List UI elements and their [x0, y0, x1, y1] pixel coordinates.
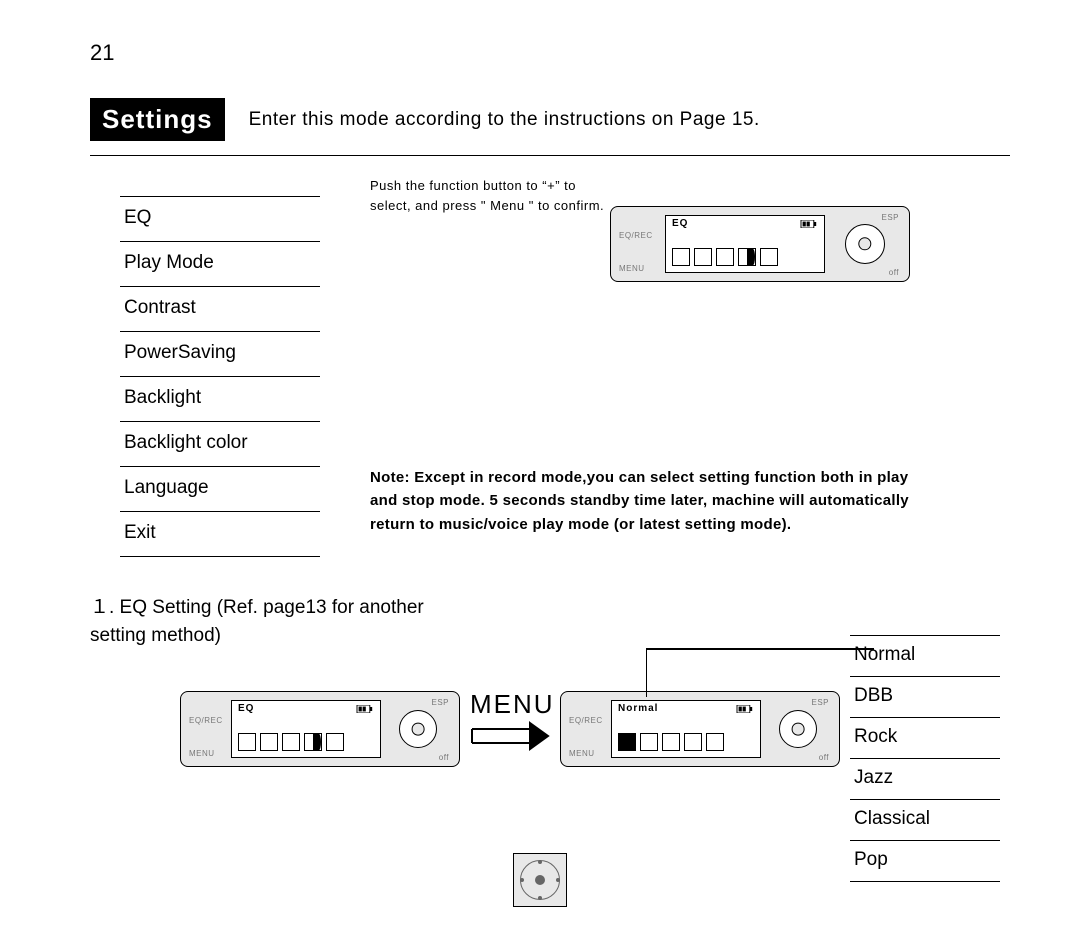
screen-title: EQ: [672, 218, 688, 229]
dial-icon: [779, 710, 817, 748]
eq-square-icon: [716, 248, 734, 266]
eq-square-icon: [304, 733, 322, 751]
settings-item: Backlight color: [120, 421, 320, 466]
settings-item: Play Mode: [120, 241, 320, 286]
menu-label: MENU: [470, 689, 555, 720]
eq-square-icon: [684, 733, 702, 751]
settings-item: EQ: [120, 196, 320, 241]
device-label-menu: MENU: [569, 749, 595, 758]
settings-menu-list: EQPlay ModeContrastPowerSavingBacklightB…: [120, 196, 320, 557]
battery-icon: [800, 220, 818, 228]
device-screen: Normal: [611, 700, 761, 758]
settings-item: Language: [120, 466, 320, 511]
eq-square-icon: [260, 733, 278, 751]
eq-square-icon: [672, 248, 690, 266]
eq-option-item: Rock: [850, 717, 1000, 758]
device-screen: EQ: [665, 215, 825, 273]
eq-square-icon: [760, 248, 778, 266]
device-illustration-top: EQ/REC MENU ESP off EQ: [610, 206, 910, 282]
dial-icon: [399, 710, 437, 748]
eq-square-icon: [618, 733, 636, 751]
screen-squares: [238, 733, 344, 751]
settings-item: Backlight: [120, 376, 320, 421]
device-label-eqrec: EQ/REC: [619, 231, 653, 240]
device-label-esp: ESP: [811, 698, 829, 707]
eq-square-icon: [738, 248, 756, 266]
eq-section-title: １. EQ Setting (Ref. page13 for another s…: [90, 594, 470, 649]
header-row: Settings Enter this mode according to th…: [90, 98, 1010, 141]
header-instruction: Enter this mode according to the instruc…: [249, 109, 760, 131]
device-label-eqrec: EQ/REC: [569, 716, 603, 725]
device-screen: EQ: [231, 700, 381, 758]
device-label-off: off: [889, 268, 899, 277]
eq-option-item: Normal: [850, 635, 1000, 676]
eq-square-icon: [662, 733, 680, 751]
eq-option-item: Classical: [850, 799, 1000, 840]
connector-line: [646, 639, 876, 699]
dial-icon: [845, 224, 885, 264]
note-text: Note: Except in record mode,you can sele…: [370, 466, 930, 536]
device-label-esp: ESP: [431, 698, 449, 707]
nav-dial-icon: [513, 853, 567, 907]
screen-squares: [672, 248, 778, 266]
settings-badge: Settings: [90, 98, 225, 141]
settings-item: PowerSaving: [120, 331, 320, 376]
device-illustration-right: EQ/REC MENU ESP off Normal: [560, 691, 840, 767]
manual-page: 21 Settings Enter this mode according to…: [0, 0, 1080, 927]
device-label-esp: ESP: [881, 213, 899, 222]
eq-square-icon: [326, 733, 344, 751]
eq-square-icon: [706, 733, 724, 751]
device-label-menu: MENU: [619, 264, 645, 273]
header-divider: [90, 155, 1010, 156]
eq-square-icon: [282, 733, 300, 751]
device-label-menu: MENU: [189, 749, 215, 758]
eq-option-item: Pop: [850, 840, 1000, 882]
screen-title: EQ: [238, 703, 254, 714]
eq-option-item: Jazz: [850, 758, 1000, 799]
eq-square-icon: [640, 733, 658, 751]
device-label-eqrec: EQ/REC: [189, 716, 223, 725]
screen-title: Normal: [618, 703, 658, 714]
battery-icon: [356, 705, 374, 713]
eq-square-icon: [238, 733, 256, 751]
device-label-off: off: [819, 753, 829, 762]
device-illustration-left: EQ/REC MENU ESP off EQ: [180, 691, 460, 767]
battery-icon: [736, 705, 754, 713]
screen-squares: [618, 733, 724, 751]
page-number: 21: [90, 40, 1010, 66]
settings-item: Contrast: [120, 286, 320, 331]
eq-options-list: NormalDBBRockJazzClassicalPop: [850, 635, 1000, 882]
eq-option-item: DBB: [850, 676, 1000, 717]
eq-square-icon: [694, 248, 712, 266]
arrow-right-icon: [470, 721, 550, 751]
device-label-off: off: [439, 753, 449, 762]
top-area: EQPlay ModeContrastPowerSavingBacklightB…: [90, 186, 1010, 586]
hint-text: Push the function button to “+” toselect…: [370, 176, 604, 215]
settings-item: Exit: [120, 511, 320, 557]
